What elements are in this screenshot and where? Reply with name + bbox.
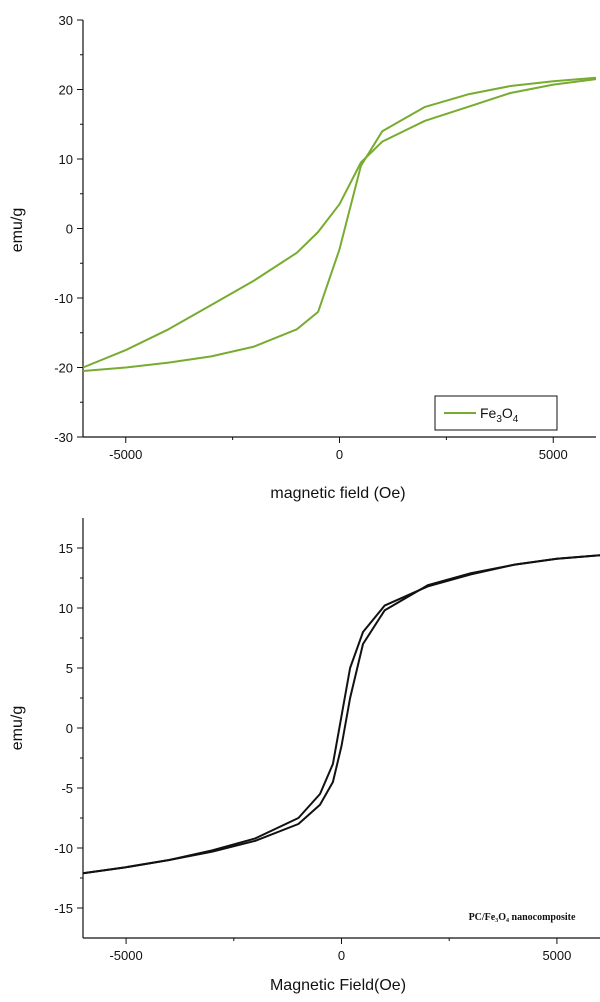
x-tick-label: 5000 [542,948,571,963]
x-axis-label: magnetic field (Oe) [270,485,405,502]
series-line-upper-branch [82,76,597,372]
legend-label: Fe3O4 [480,405,519,425]
legend: Fe3O4 [434,395,558,431]
chart-pc-fe3o4: emu/g Magnetic Field(Oe) PC/Fe₃O₄ nanoco… [9,518,600,994]
x-tick-label: 0 [338,948,345,963]
y-tick-label: -10 [54,291,73,306]
y-tick-label: 10 [59,152,73,167]
y-tick-label: 20 [59,83,73,98]
chart-fe3o4: emu/g magnetic field (Oe) Fe3O4 30 20 10 0 -… [9,13,597,502]
x-tick-label: -5000 [109,447,142,462]
y-axis-label: emu/g [9,208,26,252]
x-axis-label: Magnetic Field(Oe) [270,977,406,994]
series-line-lower-branch [82,78,597,369]
series-line-lower-branch [82,554,600,875]
y-tick-label: 30 [59,13,73,28]
y-axis-label: emu/g [9,706,26,750]
x-tick-label: -5000 [109,948,142,963]
y-tick-label: 5 [66,661,73,676]
y-tick-label: 0 [66,721,73,736]
series-line-upper-branch [82,554,600,875]
y-tick-label: -5 [61,781,73,796]
y-tick-label: -30 [54,430,73,445]
y-tick-label: -10 [54,841,73,856]
y-tick-label: -15 [54,901,73,916]
x-tick-label: 5000 [539,447,568,462]
y-tick-label: 15 [59,541,73,556]
x-tick-label: 0 [336,447,343,462]
legend-label: PC/Fe₃O₄ nanocomposite [469,912,576,923]
y-tick-label: 10 [59,601,73,616]
y-tick-label: 0 [66,222,73,237]
y-tick-label: -20 [54,361,73,376]
